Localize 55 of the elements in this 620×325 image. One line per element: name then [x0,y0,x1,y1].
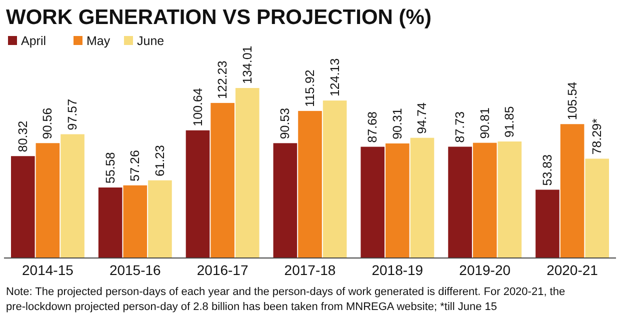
bar [60,134,84,258]
bar [386,143,410,258]
bar [560,124,584,258]
data-label: 87.68 [366,111,380,143]
bar [448,146,472,258]
data-label: 100.64 [190,88,205,126]
data-label: 97.57 [66,98,80,130]
data-label: 61.23 [152,144,167,176]
bar [148,180,172,258]
data-label: 53.83 [540,154,554,186]
bar [472,142,497,258]
data-label: 90.81 [478,107,492,139]
data-label: 134.01 [240,46,254,84]
legend-label: June [137,34,164,48]
x-tick-label: 2020-21 [546,262,598,278]
bar [273,143,298,258]
data-label: 55.58 [103,152,118,184]
data-label: 115.92 [303,70,317,107]
data-label: 90.53 [278,108,292,140]
legend-label: April [21,34,46,48]
bar [360,146,385,258]
data-label: 80.32 [16,120,30,152]
data-label: 91.85 [502,106,517,138]
bar [322,100,347,258]
bar [186,130,210,258]
text: pre-lockdown projected person-day of 2.8 billion has been taken from MNREGA website; *till June 15 [6,301,497,313]
x-tick-label: 2018-19 [372,262,424,278]
legend-label: May [86,34,111,48]
bar [210,102,234,258]
bar [498,141,522,258]
x-tick-label: 2017-18 [284,262,336,278]
bar [235,88,260,258]
data-label: 90.31 [390,108,404,140]
bar [36,143,60,258]
bar [410,138,434,258]
x-tick-label: 2016-17 [196,262,248,278]
bar [123,185,148,258]
bar [585,158,610,258]
x-tick-label: 2019-20 [459,262,511,278]
x-tick-label: 2014-15 [22,262,74,278]
data-label: 94.74 [415,102,430,134]
bar [298,110,322,258]
bar [10,156,35,258]
data-label: 122.23 [216,60,230,99]
bar [98,187,122,258]
x-tick-label: 2015-16 [109,262,162,278]
data-label: 57.26 [128,150,142,182]
data-label: 87.73 [453,111,468,143]
data-label: 78.29* [590,118,604,155]
data-label: 124.13 [328,58,342,97]
text: Note: The projected person-days of each year and the person-days of work generated is different. For 2020-21, the [6,286,566,298]
data-label: 90.56 [40,108,55,140]
bar [536,190,560,258]
chart-title: WORK GENERATION VS PROJECTION (%) [6,6,432,29]
data-label: 105.54 [565,82,580,120]
